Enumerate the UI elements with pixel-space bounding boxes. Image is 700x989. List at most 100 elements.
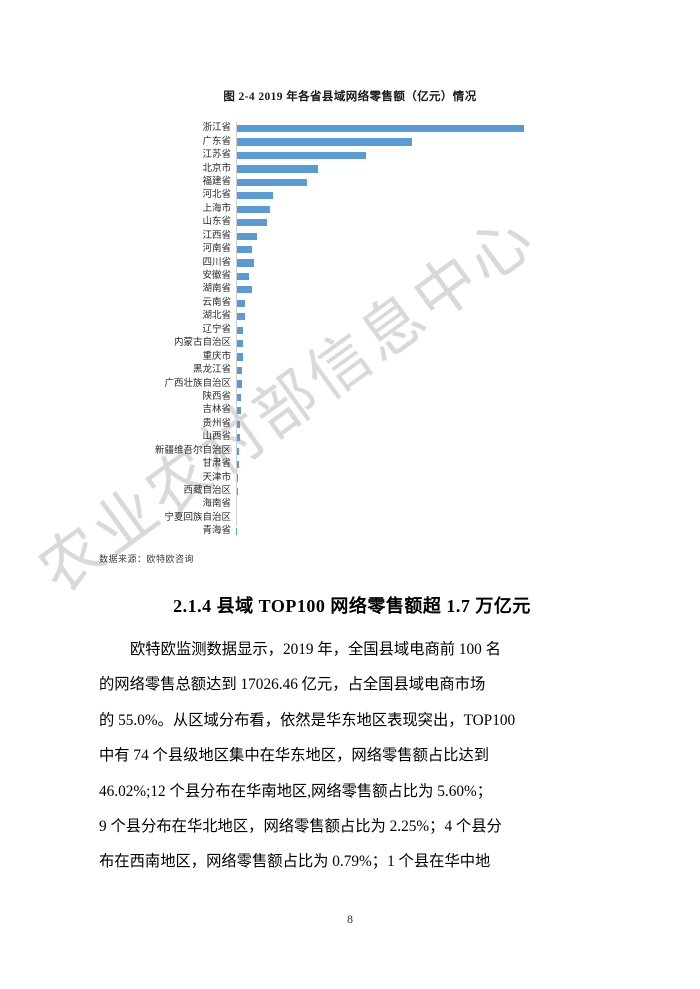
chart-bar-track bbox=[236, 324, 640, 337]
chart-bar-row: 内蒙古自治区 bbox=[60, 337, 640, 350]
chart-bar bbox=[236, 192, 273, 200]
chart-bar-row: 安徽省 bbox=[60, 270, 640, 283]
chart-bar bbox=[236, 313, 245, 321]
chart-bar-row: 河南省 bbox=[60, 243, 640, 256]
chart-bar-track bbox=[236, 525, 640, 538]
figure-title: 图 2-4 2019 年各省县域网络零售额（亿元）情况 bbox=[223, 91, 477, 103]
chart-bar-row: 西藏自治区 bbox=[60, 485, 640, 498]
chart-bar-track bbox=[236, 404, 640, 417]
chart-category-label: 湖南省 bbox=[202, 284, 231, 295]
chart-bar bbox=[236, 259, 254, 267]
body-text-line: 9 个县分布在华北地区，网络零售额占比为 2.25%；4 个县分 bbox=[99, 817, 502, 835]
chart-bar-track bbox=[236, 243, 640, 256]
chart-bar-track bbox=[236, 350, 640, 363]
chart-bar bbox=[236, 340, 243, 348]
chart-bar-track bbox=[236, 203, 640, 216]
chart-category-label: 湖北省 bbox=[202, 311, 231, 322]
chart-bar bbox=[236, 393, 241, 401]
chart-category-label: 陕西省 bbox=[202, 391, 231, 402]
chart-category-label: 山东省 bbox=[202, 217, 231, 228]
chart-bar-track bbox=[236, 122, 640, 135]
chart-bar-row: 陕西省 bbox=[60, 391, 640, 404]
chart-bar-track bbox=[236, 283, 640, 296]
chart-bar bbox=[236, 487, 238, 495]
body-text-line: 46.02%;12 个县分布在华南地区,网络零售额占比为 5.60%； bbox=[99, 782, 493, 800]
chart-bar-track bbox=[236, 270, 640, 283]
page-number: 8 bbox=[347, 912, 353, 926]
chart-bar-track bbox=[236, 176, 640, 189]
chart-bar bbox=[236, 272, 249, 280]
chart-bar-row: 贵州省 bbox=[60, 418, 640, 431]
chart-category-label: 吉林省 bbox=[202, 405, 231, 416]
chart-bar bbox=[236, 232, 257, 240]
chart-bar bbox=[236, 407, 241, 415]
chart-bar-row: 天津市 bbox=[60, 471, 640, 484]
chart-bar-row: 黑龙江省 bbox=[60, 364, 640, 377]
chart-bar-row: 青海省 bbox=[60, 525, 640, 538]
chart-bar bbox=[236, 151, 366, 160]
chart-category-label: 黑龙江省 bbox=[192, 365, 231, 376]
body-text-line: 的网络零售总额达到 17026.46 亿元，占全国县域电商市场 bbox=[99, 676, 486, 694]
chart-category-label: 新疆维吾尔自治区 bbox=[154, 445, 231, 456]
chart-category-label: 西藏自治区 bbox=[183, 486, 231, 497]
chart-bar-track bbox=[236, 216, 640, 229]
body-text-line: 中有 74 个县级地区集中在华东地区，网络零售额占比达到 bbox=[99, 747, 490, 765]
chart-bar-row: 重庆市 bbox=[60, 350, 640, 363]
chart-bar-track bbox=[236, 310, 640, 323]
body-text-line: 布在西南地区，网络零售额占比为 0.79%；1 个县在华中地 bbox=[99, 853, 491, 871]
chart-category-label: 海南省 bbox=[202, 499, 231, 510]
chart-bar-track bbox=[236, 149, 640, 162]
chart-bar-row: 湖南省 bbox=[60, 283, 640, 296]
chart-category-label: 福建省 bbox=[202, 176, 231, 187]
chart-category-label: 山西省 bbox=[202, 432, 231, 443]
chart-rows-container: 浙江省 广东省 江苏省 北京市 福建省 河北省 上海市 山东省 江西省 河南省 四川省 安徽省 湖南省云… bbox=[60, 122, 640, 539]
chart-category-label: 河南省 bbox=[202, 244, 231, 255]
chart-bar-row: 宁夏回族自治区 bbox=[60, 512, 640, 525]
chart-bar bbox=[236, 460, 239, 469]
chart-bar-row: 上海市 bbox=[60, 203, 640, 216]
chart-category-label: 青海省 bbox=[202, 526, 231, 537]
chart-bar-row: 山东省 bbox=[60, 216, 640, 229]
chart-bar-track bbox=[236, 297, 640, 310]
chart-bar-track bbox=[236, 485, 640, 498]
section-heading: 2.1.4 县域 TOP100 网络零售额超 1.7 万亿元 bbox=[173, 596, 531, 616]
chart-bar-track bbox=[236, 230, 640, 243]
bar-chart: 浙江省 广东省 江苏省 北京市 福建省 河北省 上海市 山东省 江西省 河南省 四川省 安徽省 湖南省云… bbox=[60, 122, 640, 536]
chart-bar-row: 山西省 bbox=[60, 431, 640, 444]
chart-bar-row: 新疆维吾尔自治区 bbox=[60, 445, 640, 458]
chart-bar-row: 湖北省 bbox=[60, 310, 640, 323]
chart-bar-track bbox=[236, 431, 640, 444]
chart-category-label: 天津市 bbox=[202, 472, 231, 483]
chart-bar-track bbox=[236, 458, 640, 471]
chart-bar-track bbox=[236, 377, 640, 390]
chart-bar bbox=[236, 326, 243, 334]
chart-bar-track bbox=[236, 498, 640, 511]
chart-category-label: 甘肃省 bbox=[202, 459, 231, 470]
chart-bar bbox=[236, 245, 252, 254]
chart-bar-row: 辽宁省 bbox=[60, 324, 640, 337]
chart-bar-row: 四川省 bbox=[60, 256, 640, 269]
chart-category-label: 江西省 bbox=[202, 230, 231, 241]
chart-bar bbox=[236, 165, 318, 173]
chart-category-label: 宁夏回族自治区 bbox=[164, 512, 231, 523]
chart-bar bbox=[236, 353, 243, 361]
chart-bar-row: 吉林省 bbox=[60, 404, 640, 417]
chart-bar-row: 北京市 bbox=[60, 162, 640, 175]
chart-bar bbox=[236, 178, 307, 186]
chart-bar bbox=[236, 125, 524, 133]
chart-bar-track bbox=[236, 512, 640, 525]
chart-bar-row: 云南省 bbox=[60, 297, 640, 310]
chart-bar-track bbox=[236, 135, 640, 148]
chart-bar bbox=[236, 366, 242, 375]
body-text-line: 欧特欧监测数据显示，2019 年，全国县域电商前 100 名 bbox=[130, 641, 501, 658]
chart-bar-row: 福建省 bbox=[60, 176, 640, 189]
chart-bar bbox=[236, 205, 270, 213]
chart-bar-row: 甘肃省 bbox=[60, 458, 640, 471]
chart-bar-track bbox=[236, 418, 640, 431]
chart-category-label: 四川省 bbox=[202, 257, 231, 268]
chart-bar-row: 海南省 bbox=[60, 498, 640, 511]
chart-bar-row: 广西壮族自治区 bbox=[60, 377, 640, 390]
chart-category-label: 上海市 bbox=[202, 203, 231, 214]
body-paragraph: 欧特欧监测数据显示，2019 年，全国县域电商前 100 名的网络零售总额达到 … bbox=[99, 632, 605, 880]
